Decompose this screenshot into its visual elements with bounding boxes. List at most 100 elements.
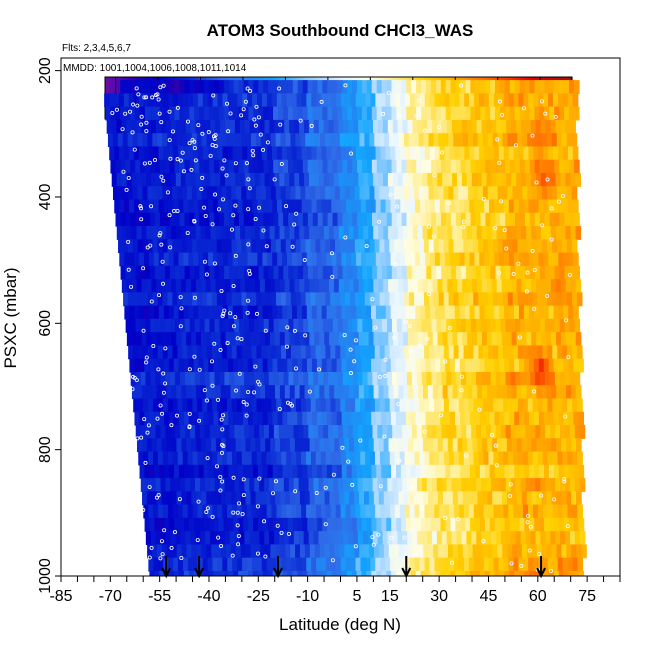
heatmap-cell xyxy=(456,478,463,492)
heatmap-cell xyxy=(203,358,210,373)
heatmap-cell xyxy=(349,292,356,307)
x-axis: -85 -70 -55 -40 -25 -10 5 15 30 45 60 75 xyxy=(49,576,621,605)
sample-point xyxy=(216,397,221,402)
heatmap-cell xyxy=(462,544,469,559)
heatmap-cell xyxy=(387,371,393,386)
heatmap-cell xyxy=(447,544,454,559)
heatmap-cell xyxy=(389,133,395,148)
heatmap-cell xyxy=(397,425,403,439)
heatmap-cell xyxy=(430,106,437,121)
heatmap-cell xyxy=(501,172,508,187)
sample-point xyxy=(147,160,152,165)
heatmap-cell xyxy=(320,133,326,148)
heatmap-cell xyxy=(267,252,273,267)
heatmap-cell xyxy=(415,252,421,267)
heatmap-cell xyxy=(566,186,573,201)
sample-point xyxy=(149,299,154,304)
heatmap-cell xyxy=(339,438,345,453)
heatmap-cell xyxy=(331,93,337,108)
heatmap-cell xyxy=(557,557,564,572)
heatmap-cell xyxy=(146,332,153,347)
heatmap-cell xyxy=(381,517,387,532)
heatmap-cell xyxy=(363,385,370,400)
heatmap-cell xyxy=(218,464,225,479)
heatmap-cell xyxy=(119,252,125,267)
heatmap-cell xyxy=(565,172,572,187)
sample-point xyxy=(532,306,537,311)
sample-point xyxy=(425,336,430,341)
heatmap-cell xyxy=(241,504,248,519)
heatmap-cell xyxy=(445,159,452,174)
heatmap-cell xyxy=(254,425,260,439)
heatmap-cell xyxy=(559,265,566,280)
heatmap-cell xyxy=(190,531,196,546)
sample-point xyxy=(167,213,172,218)
sample-point xyxy=(144,120,149,125)
heatmap-cell xyxy=(359,292,366,307)
heatmap-cell xyxy=(146,172,152,187)
heatmap-cell xyxy=(495,478,502,492)
y-axis-tick-label: 200 xyxy=(37,57,54,84)
heatmap-cell xyxy=(406,159,413,174)
heatmap-cell xyxy=(188,411,195,426)
heatmap-cell xyxy=(475,265,482,280)
sample-point xyxy=(210,359,215,364)
heatmap-cell xyxy=(359,239,366,254)
heatmap-cell xyxy=(301,146,308,161)
heatmap-cell xyxy=(410,358,417,373)
heatmap-cell xyxy=(326,199,332,214)
heatmap-cell xyxy=(548,464,555,479)
heatmap-cell xyxy=(256,451,263,466)
heatmap-cell xyxy=(446,371,452,386)
heatmap-cell xyxy=(240,438,247,453)
heatmap-cell xyxy=(233,159,240,174)
heatmap-cell xyxy=(564,106,570,121)
heatmap-cell xyxy=(276,557,283,572)
heatmap-cell xyxy=(173,252,180,267)
heatmap-cell xyxy=(203,464,210,479)
heatmap-cell xyxy=(247,557,253,572)
heatmap-cell xyxy=(485,80,491,94)
heatmap-cell xyxy=(124,305,130,320)
heatmap-cell xyxy=(186,385,192,400)
sample-point xyxy=(158,403,163,408)
heatmap-cell xyxy=(560,226,567,240)
heatmap-cell xyxy=(425,464,432,479)
heatmap-cell xyxy=(182,398,189,413)
heatmap-cell xyxy=(266,239,272,254)
heatmap-cell xyxy=(219,531,226,546)
heatmap-cell xyxy=(364,544,370,559)
sample-point xyxy=(402,535,407,540)
heatmap-cell xyxy=(525,371,531,386)
heatmap-cell xyxy=(474,146,480,161)
heatmap-cell xyxy=(252,93,258,108)
heatmap-cell xyxy=(410,252,416,267)
sample-point xyxy=(302,257,307,262)
heatmap-cell xyxy=(199,106,205,121)
heatmap-cell xyxy=(188,464,195,479)
heatmap-cell xyxy=(503,451,509,466)
heatmap-cell xyxy=(376,464,382,479)
heatmap-cell xyxy=(478,451,485,466)
heatmap-cell xyxy=(134,358,140,373)
heatmap-cell xyxy=(151,385,158,400)
heatmap-cell xyxy=(345,451,352,466)
heatmap-cell xyxy=(154,570,160,576)
heatmap-cell xyxy=(166,544,173,559)
sample-point xyxy=(348,371,353,376)
heatmap-cell xyxy=(216,544,222,559)
heatmap-cell xyxy=(201,186,208,201)
heatmap-cell xyxy=(465,265,472,280)
heatmap-cell xyxy=(467,133,474,148)
heatmap-cell xyxy=(198,411,205,426)
heatmap-cell xyxy=(352,478,359,492)
sample-point xyxy=(144,355,149,360)
heatmap-cell xyxy=(162,292,169,307)
heatmap-cell xyxy=(393,332,399,347)
heatmap-cell xyxy=(378,332,385,347)
heatmap-cell xyxy=(235,279,241,293)
heatmap-cell xyxy=(514,80,521,94)
heatmap-cell xyxy=(208,252,214,267)
heatmap-cell xyxy=(335,93,342,108)
heatmap-cell xyxy=(553,570,560,576)
